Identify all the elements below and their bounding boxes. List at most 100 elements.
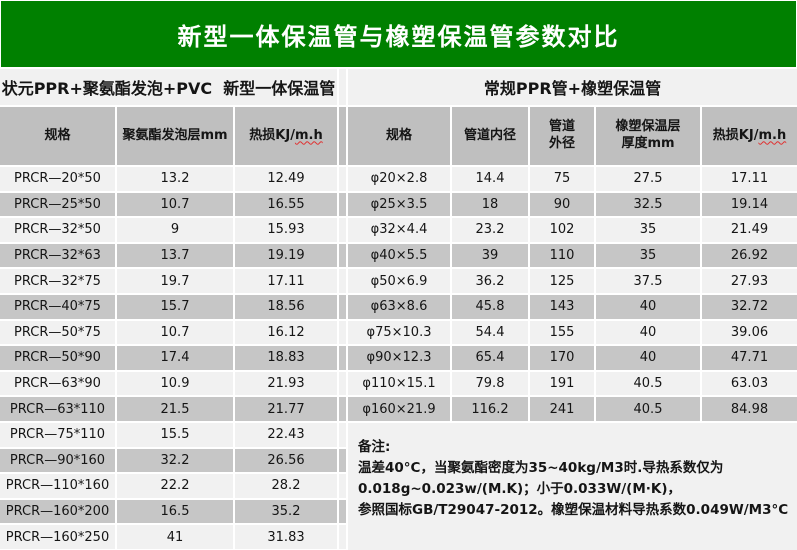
heat-loss-label: 热损KJ/ <box>249 127 295 143</box>
inner-diameter-cell: 65.4 <box>452 346 528 370</box>
outer-diameter-cell: 75 <box>530 167 594 191</box>
divider-segment <box>337 499 348 524</box>
inner-diameter-cell: 79.8 <box>452 371 528 396</box>
table-row: PRCR—50*75 10.7 16.12 <box>0 320 337 345</box>
heat-loss-label: 热损KJ/ <box>712 127 759 143</box>
title-banner: 新型一体保温管与橡塑保温管参数对比 <box>1 1 796 67</box>
spec-cell: PRCR—160*200 <box>0 499 115 524</box>
outer-diameter-cell: 125 <box>530 269 594 293</box>
heat-loss-cell: 19.14 <box>702 192 797 217</box>
insulation-thickness-cell: 27.5 <box>596 167 700 191</box>
insulation-thickness-cell: 37.5 <box>596 269 700 293</box>
spec-header: 规格 <box>348 107 450 165</box>
foam-thickness-cell: 17.4 <box>117 346 233 370</box>
table-row: PRCR—75*110 15.5 22.43 <box>0 422 337 447</box>
spec-cell: PRCR—25*50 <box>0 192 115 217</box>
table-row: φ90×12.3 65.4 170 40 47.71 <box>348 346 797 370</box>
heat-loss-cell: 35.2 <box>235 499 337 524</box>
spec-cell: PRCR—20*50 <box>0 167 115 191</box>
inner-diameter-cell: 23.2 <box>452 218 528 242</box>
table-row: φ25×3.5 18 90 32.5 19.14 <box>348 192 797 217</box>
foam-thickness-cell: 19.7 <box>117 269 233 293</box>
heat-loss-cell: 31.83 <box>235 525 337 549</box>
right-table-header: 规格 管道内径 管道 外径 橡塑保温层 厚度mm 热损KJ/m.h <box>348 107 797 165</box>
spec-cell: φ40×5.5 <box>348 243 450 268</box>
conventional-pipe-table: 常规PPR管+橡塑保温管 规格 管道内径 管道 外径 橡塑保温层 厚度mm 热损… <box>348 69 797 550</box>
spec-cell: PRCR—50*90 <box>0 346 115 370</box>
outer-diameter-cell: 90 <box>530 192 594 217</box>
spec-cell: PRCR—50*75 <box>0 320 115 345</box>
foam-thickness-cell: 41 <box>117 525 233 549</box>
heat-loss-cell: 22.43 <box>235 422 337 447</box>
spec-cell: φ25×3.5 <box>348 192 450 217</box>
divider-segment <box>337 371 348 396</box>
heat-loss-cell: 17.11 <box>702 167 797 191</box>
insulation-thickness-cell: 40 <box>596 346 700 370</box>
spec-cell: φ32×4.4 <box>348 218 450 242</box>
inner-diameter-cell: 39 <box>452 243 528 268</box>
divider-segment <box>337 474 348 498</box>
divider-segment <box>337 243 348 268</box>
heat-loss-cell: 84.98 <box>702 397 797 421</box>
table-row: PRCR—90*160 32.2 26.56 <box>0 448 337 473</box>
table-row: φ40×5.5 39 110 35 26.92 <box>348 243 797 268</box>
heat-loss-cell: 18.56 <box>235 294 337 319</box>
divider-segment <box>337 448 348 473</box>
remark-line: 0.018g~0.023w/(M.K)；小于0.033W/(M·K)， <box>358 480 682 497</box>
inner-diameter-cell: 14.4 <box>452 167 528 191</box>
foam-thickness-cell: 22.2 <box>117 474 233 498</box>
spec-cell: PRCR—160*250 <box>0 525 115 549</box>
page-title: 新型一体保温管与橡塑保温管参数对比 <box>177 22 620 51</box>
table-row: PRCR—63*90 10.9 21.93 <box>0 371 337 396</box>
heat-loss-cell: 18.83 <box>235 346 337 370</box>
table-row: PRCR—40*75 15.7 18.56 <box>0 294 337 319</box>
insulation-thickness-header: 橡塑保温层 厚度mm <box>596 107 700 165</box>
spec-cell: PRCR—32*75 <box>0 269 115 293</box>
divider-segment <box>337 269 348 293</box>
spec-cell: φ90×12.3 <box>348 346 450 370</box>
foam-thickness-cell: 13.2 <box>117 167 233 191</box>
heat-loss-cell: 63.03 <box>702 371 797 396</box>
right-section-title: 常规PPR管+橡塑保温管 <box>348 69 797 105</box>
heat-loss-cell: 21.77 <box>235 397 337 421</box>
remark-note: 备注: 温差40°C，当聚氨酯密度为35~40kg/M3时.导热系数仅为 0.0… <box>348 422 797 550</box>
divider-segment <box>337 192 348 217</box>
left-table-header: 规格 聚氨酯发泡层mm 热损KJ/m.h <box>0 107 337 165</box>
table-row: φ63×8.6 45.8 143 40 32.72 <box>348 294 797 319</box>
outer-diameter-cell: 241 <box>530 397 594 421</box>
insulation-thickness-cell: 40 <box>596 294 700 319</box>
spec-cell: φ160×21.9 <box>348 397 450 421</box>
spec-cell: φ63×8.6 <box>348 294 450 319</box>
heat-loss-cell: 39.06 <box>702 320 797 345</box>
table-row: PRCR—25*50 10.7 16.55 <box>0 192 337 217</box>
foam-layer-header: 聚氨酯发泡层mm <box>117 107 233 165</box>
heat-loss-cell: 19.19 <box>235 243 337 268</box>
foam-thickness-cell: 9 <box>117 218 233 242</box>
table-row: φ110×15.1 79.8 191 40.5 63.03 <box>348 371 797 396</box>
foam-thickness-cell: 21.5 <box>117 397 233 421</box>
spec-cell: PRCR—32*63 <box>0 243 115 268</box>
divider-segment <box>337 320 348 345</box>
divider-segment <box>337 525 348 549</box>
outer-diameter-cell: 170 <box>530 346 594 370</box>
spec-cell: PRCR—32*50 <box>0 218 115 242</box>
spec-cell: PRCR—63*110 <box>0 397 115 421</box>
heat-loss-cell: 26.92 <box>702 243 797 268</box>
outer-diameter-cell: 143 <box>530 294 594 319</box>
remark-label: 备注: <box>358 438 391 455</box>
insulation-thickness-cell: 40.5 <box>596 371 700 396</box>
table-row: φ160×21.9 116.2 241 40.5 84.98 <box>348 397 797 421</box>
insulation-thickness-cell: 40 <box>596 320 700 345</box>
spec-cell: PRCR—75*110 <box>0 422 115 447</box>
outer-diameter-cell: 155 <box>530 320 594 345</box>
insulation-thickness-cell: 35 <box>596 218 700 242</box>
inner-diameter-header: 管道内径 <box>452 107 528 165</box>
remark-line: 参照国标GB/T29047-2012。橡塑保温材料导热系数0.049W/M3°C <box>358 501 789 518</box>
spec-cell: PRCR—63*90 <box>0 371 115 396</box>
inner-diameter-cell: 54.4 <box>452 320 528 345</box>
table-row: PRCR—32*63 13.7 19.19 <box>0 243 337 268</box>
spec-cell: φ75×10.3 <box>348 320 450 345</box>
heat-loss-cell: 16.55 <box>235 192 337 217</box>
heat-loss-cell: 32.72 <box>702 294 797 319</box>
